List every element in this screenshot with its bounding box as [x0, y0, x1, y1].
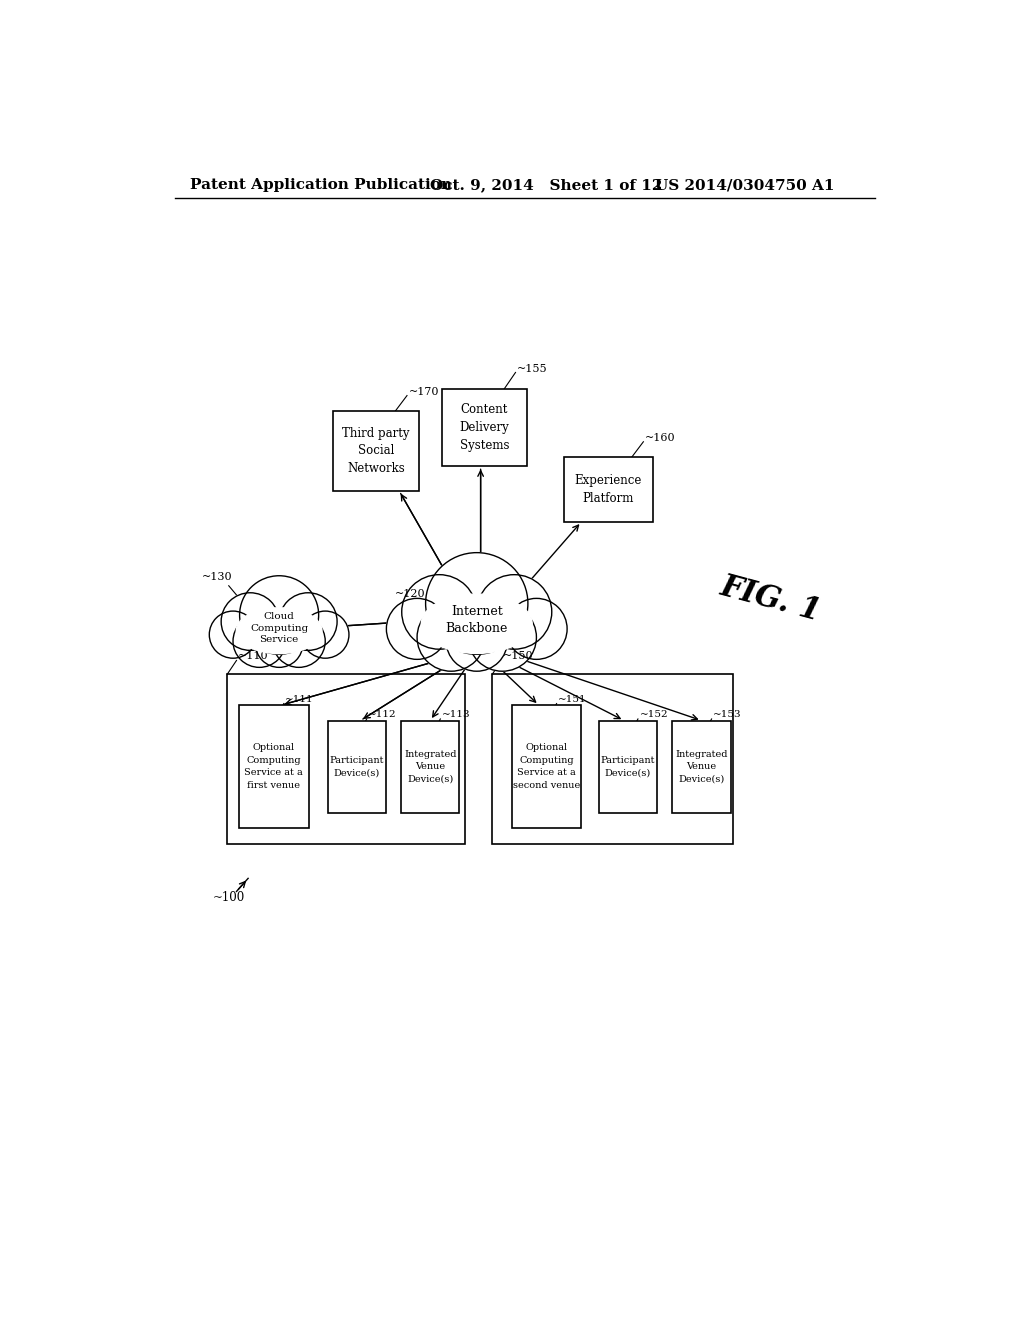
Bar — [401, 721, 460, 813]
Circle shape — [417, 603, 485, 672]
Circle shape — [506, 598, 567, 660]
Text: Oct. 9, 2014   Sheet 1 of 12: Oct. 9, 2014 Sheet 1 of 12 — [430, 178, 663, 193]
Text: Participant
Device(s): Participant Device(s) — [601, 756, 655, 777]
Circle shape — [386, 598, 447, 660]
Ellipse shape — [237, 607, 322, 653]
Ellipse shape — [421, 594, 532, 653]
Circle shape — [221, 593, 280, 651]
Circle shape — [468, 603, 537, 672]
Circle shape — [280, 593, 337, 651]
Circle shape — [272, 615, 326, 668]
Text: ~100: ~100 — [213, 891, 246, 904]
Text: ~120: ~120 — [395, 589, 426, 599]
Text: ~151: ~151 — [558, 696, 587, 704]
Bar — [334, 411, 419, 491]
Circle shape — [233, 615, 286, 668]
Text: Participant
Device(s): Participant Device(s) — [330, 756, 384, 777]
Text: Content
Delivery
Systems: Content Delivery Systems — [460, 404, 509, 453]
Bar — [239, 705, 308, 829]
Bar — [512, 705, 582, 829]
Bar — [564, 457, 653, 523]
Bar — [599, 721, 657, 813]
Text: Integrated
Venue
Device(s): Integrated Venue Device(s) — [675, 750, 728, 784]
Circle shape — [401, 574, 477, 649]
Text: Internet
Backbone: Internet Backbone — [445, 606, 508, 635]
Circle shape — [301, 611, 349, 659]
Text: ~110: ~110 — [238, 651, 268, 661]
Bar — [328, 721, 386, 813]
Text: Patent Application Publication: Patent Application Publication — [190, 178, 452, 193]
Text: Experience
Platform: Experience Platform — [574, 474, 642, 506]
Text: FIG. 1: FIG. 1 — [717, 570, 824, 627]
Text: ~155: ~155 — [517, 364, 548, 374]
Text: ~130: ~130 — [202, 573, 232, 582]
Circle shape — [240, 576, 318, 655]
Circle shape — [477, 574, 552, 649]
Text: ~153: ~153 — [713, 710, 741, 719]
Circle shape — [255, 620, 303, 668]
Circle shape — [446, 610, 508, 671]
Bar — [493, 675, 732, 843]
Text: ~160: ~160 — [645, 433, 676, 444]
Bar — [673, 721, 730, 813]
Text: ~113: ~113 — [442, 710, 470, 719]
Circle shape — [426, 553, 528, 655]
Text: Optional
Computing
Service at a
first venue: Optional Computing Service at a first ve… — [245, 743, 303, 789]
Text: US 2014/0304750 A1: US 2014/0304750 A1 — [655, 178, 835, 193]
Text: Cloud
Computing
Service: Cloud Computing Service — [250, 611, 308, 644]
Text: Optional
Computing
Service at a
second venue: Optional Computing Service at a second v… — [513, 743, 581, 789]
Text: ~112: ~112 — [369, 710, 397, 719]
Text: ~150: ~150 — [503, 651, 534, 661]
Text: Integrated
Venue
Device(s): Integrated Venue Device(s) — [404, 750, 457, 784]
Text: ~152: ~152 — [640, 710, 668, 719]
Text: ~170: ~170 — [409, 387, 439, 397]
Circle shape — [209, 611, 257, 659]
Text: ~111: ~111 — [286, 696, 314, 704]
Text: Third party
Social
Networks: Third party Social Networks — [342, 426, 410, 475]
Bar — [442, 389, 527, 466]
Bar — [227, 675, 465, 843]
